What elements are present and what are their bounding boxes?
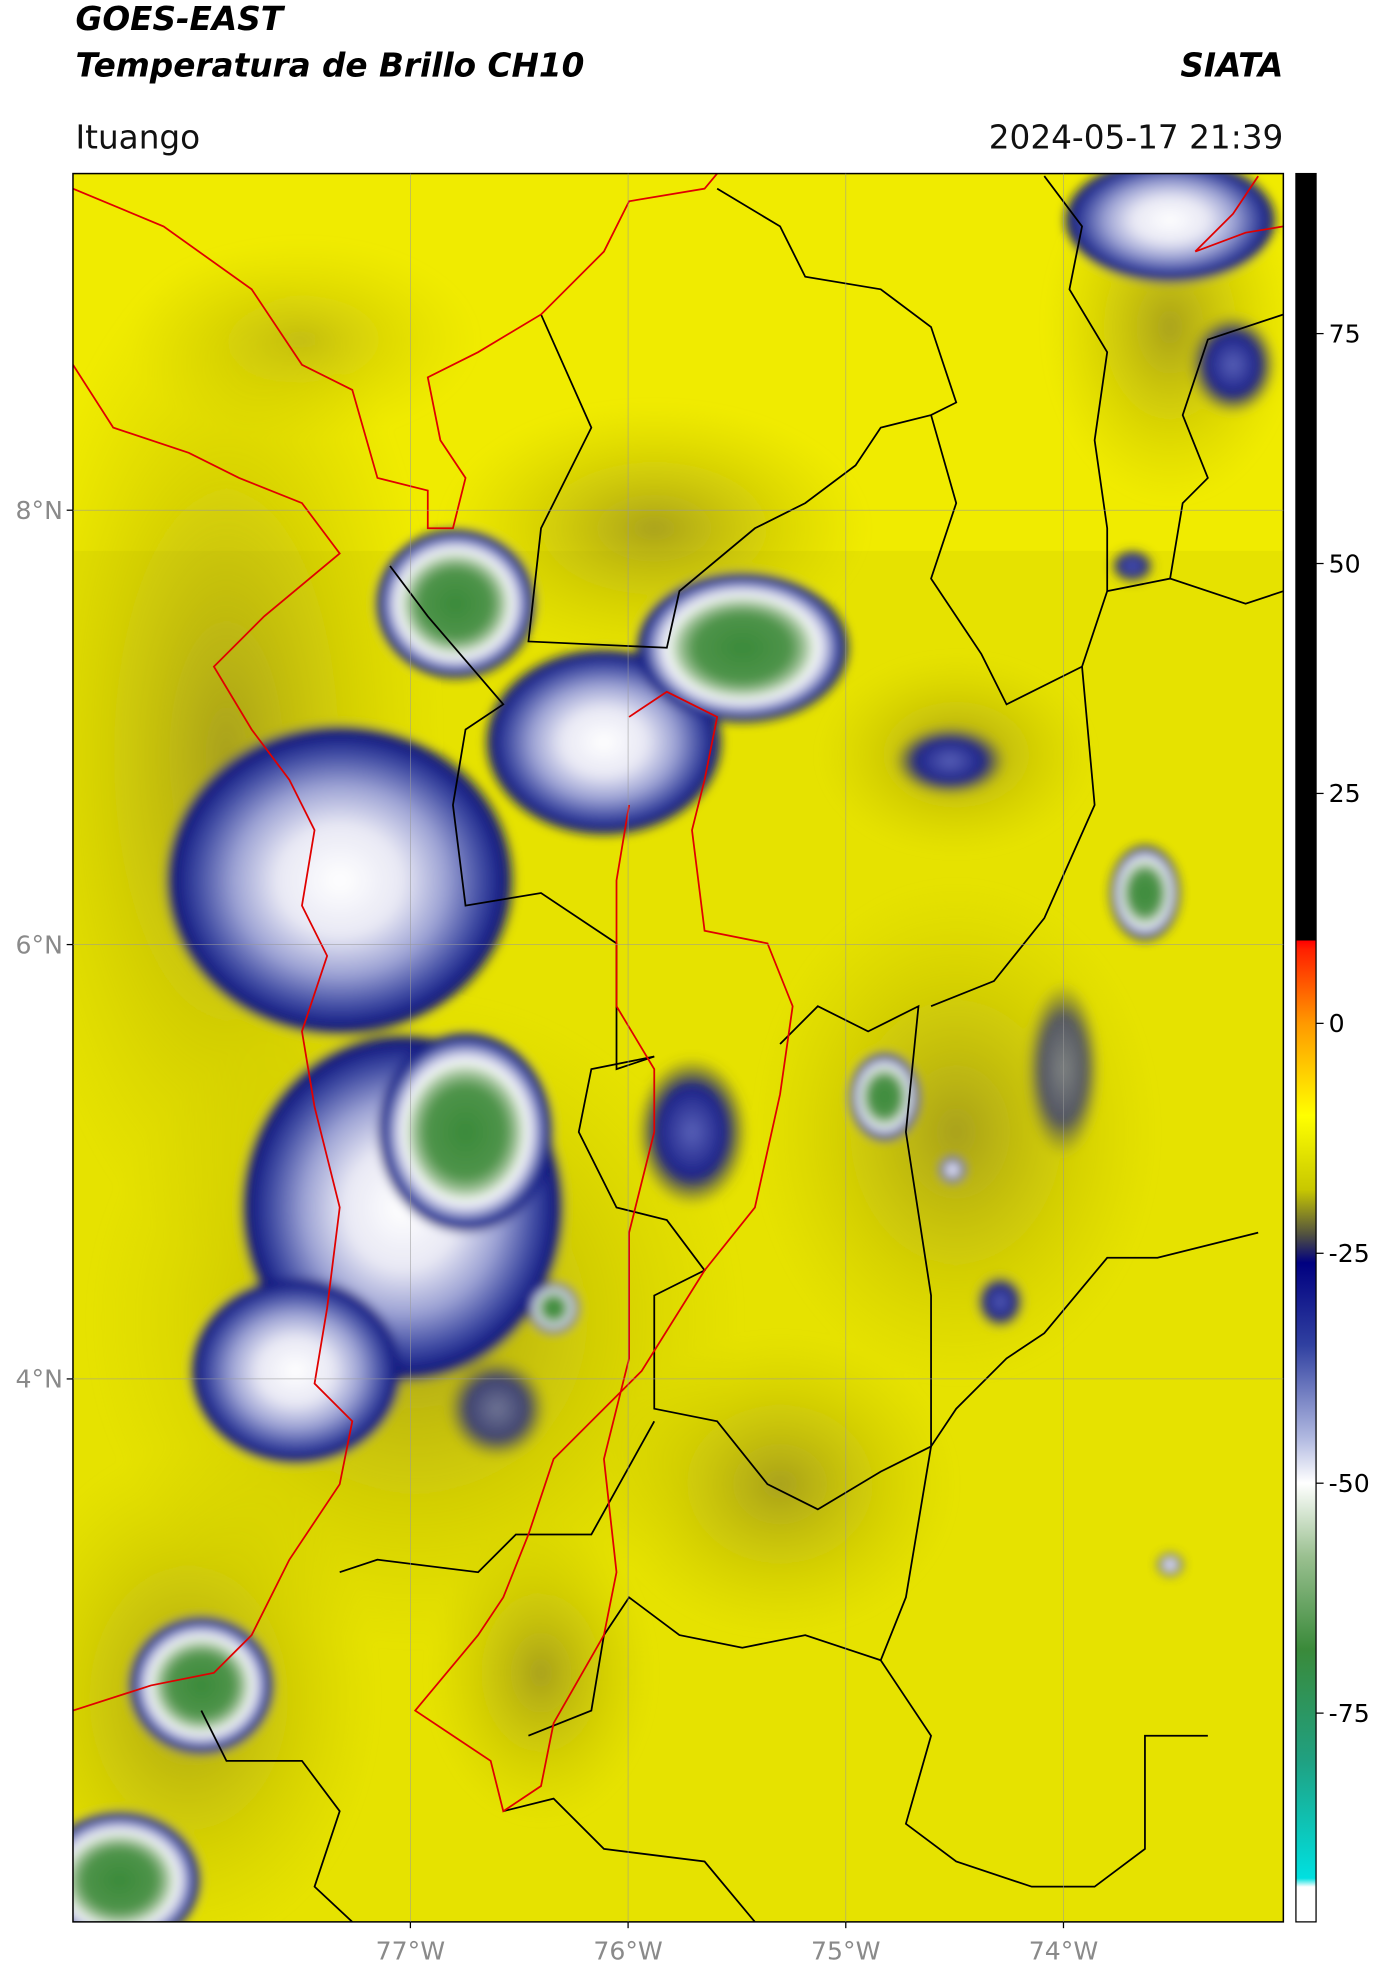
timestamp: 2024-05-17 21:39 xyxy=(989,118,1284,156)
map-frame xyxy=(72,172,1285,1923)
lat-label: 6°N xyxy=(16,930,63,959)
colorbar-label: 50 xyxy=(1329,549,1361,578)
subtitle: Temperatura de Brillo CH10 xyxy=(75,47,584,85)
lon-label: 75°W xyxy=(811,1937,881,1966)
colorbar-label: 0 xyxy=(1329,1009,1345,1038)
location: Ituango xyxy=(75,118,200,156)
boundary-lines xyxy=(72,173,1284,1813)
colorbar-label: -25 xyxy=(1329,1239,1370,1268)
colorbar-label: -50 xyxy=(1329,1469,1370,1498)
colorbar-label: 75 xyxy=(1329,319,1361,348)
colorbar-label: -75 xyxy=(1329,1699,1370,1728)
title: GOES-EAST xyxy=(75,0,285,38)
lon-label: 74°W xyxy=(1029,1937,1099,1966)
source: SIATA xyxy=(1180,47,1283,85)
colorbar xyxy=(1295,172,1317,1923)
satellite-image xyxy=(72,173,1284,1922)
lat-label: 4°N xyxy=(16,1365,63,1394)
lon-label: 77°W xyxy=(376,1937,446,1966)
lat-label: 8°N xyxy=(16,496,63,525)
colorbar-label: 25 xyxy=(1329,779,1361,808)
lon-label: 76°W xyxy=(593,1937,663,1966)
